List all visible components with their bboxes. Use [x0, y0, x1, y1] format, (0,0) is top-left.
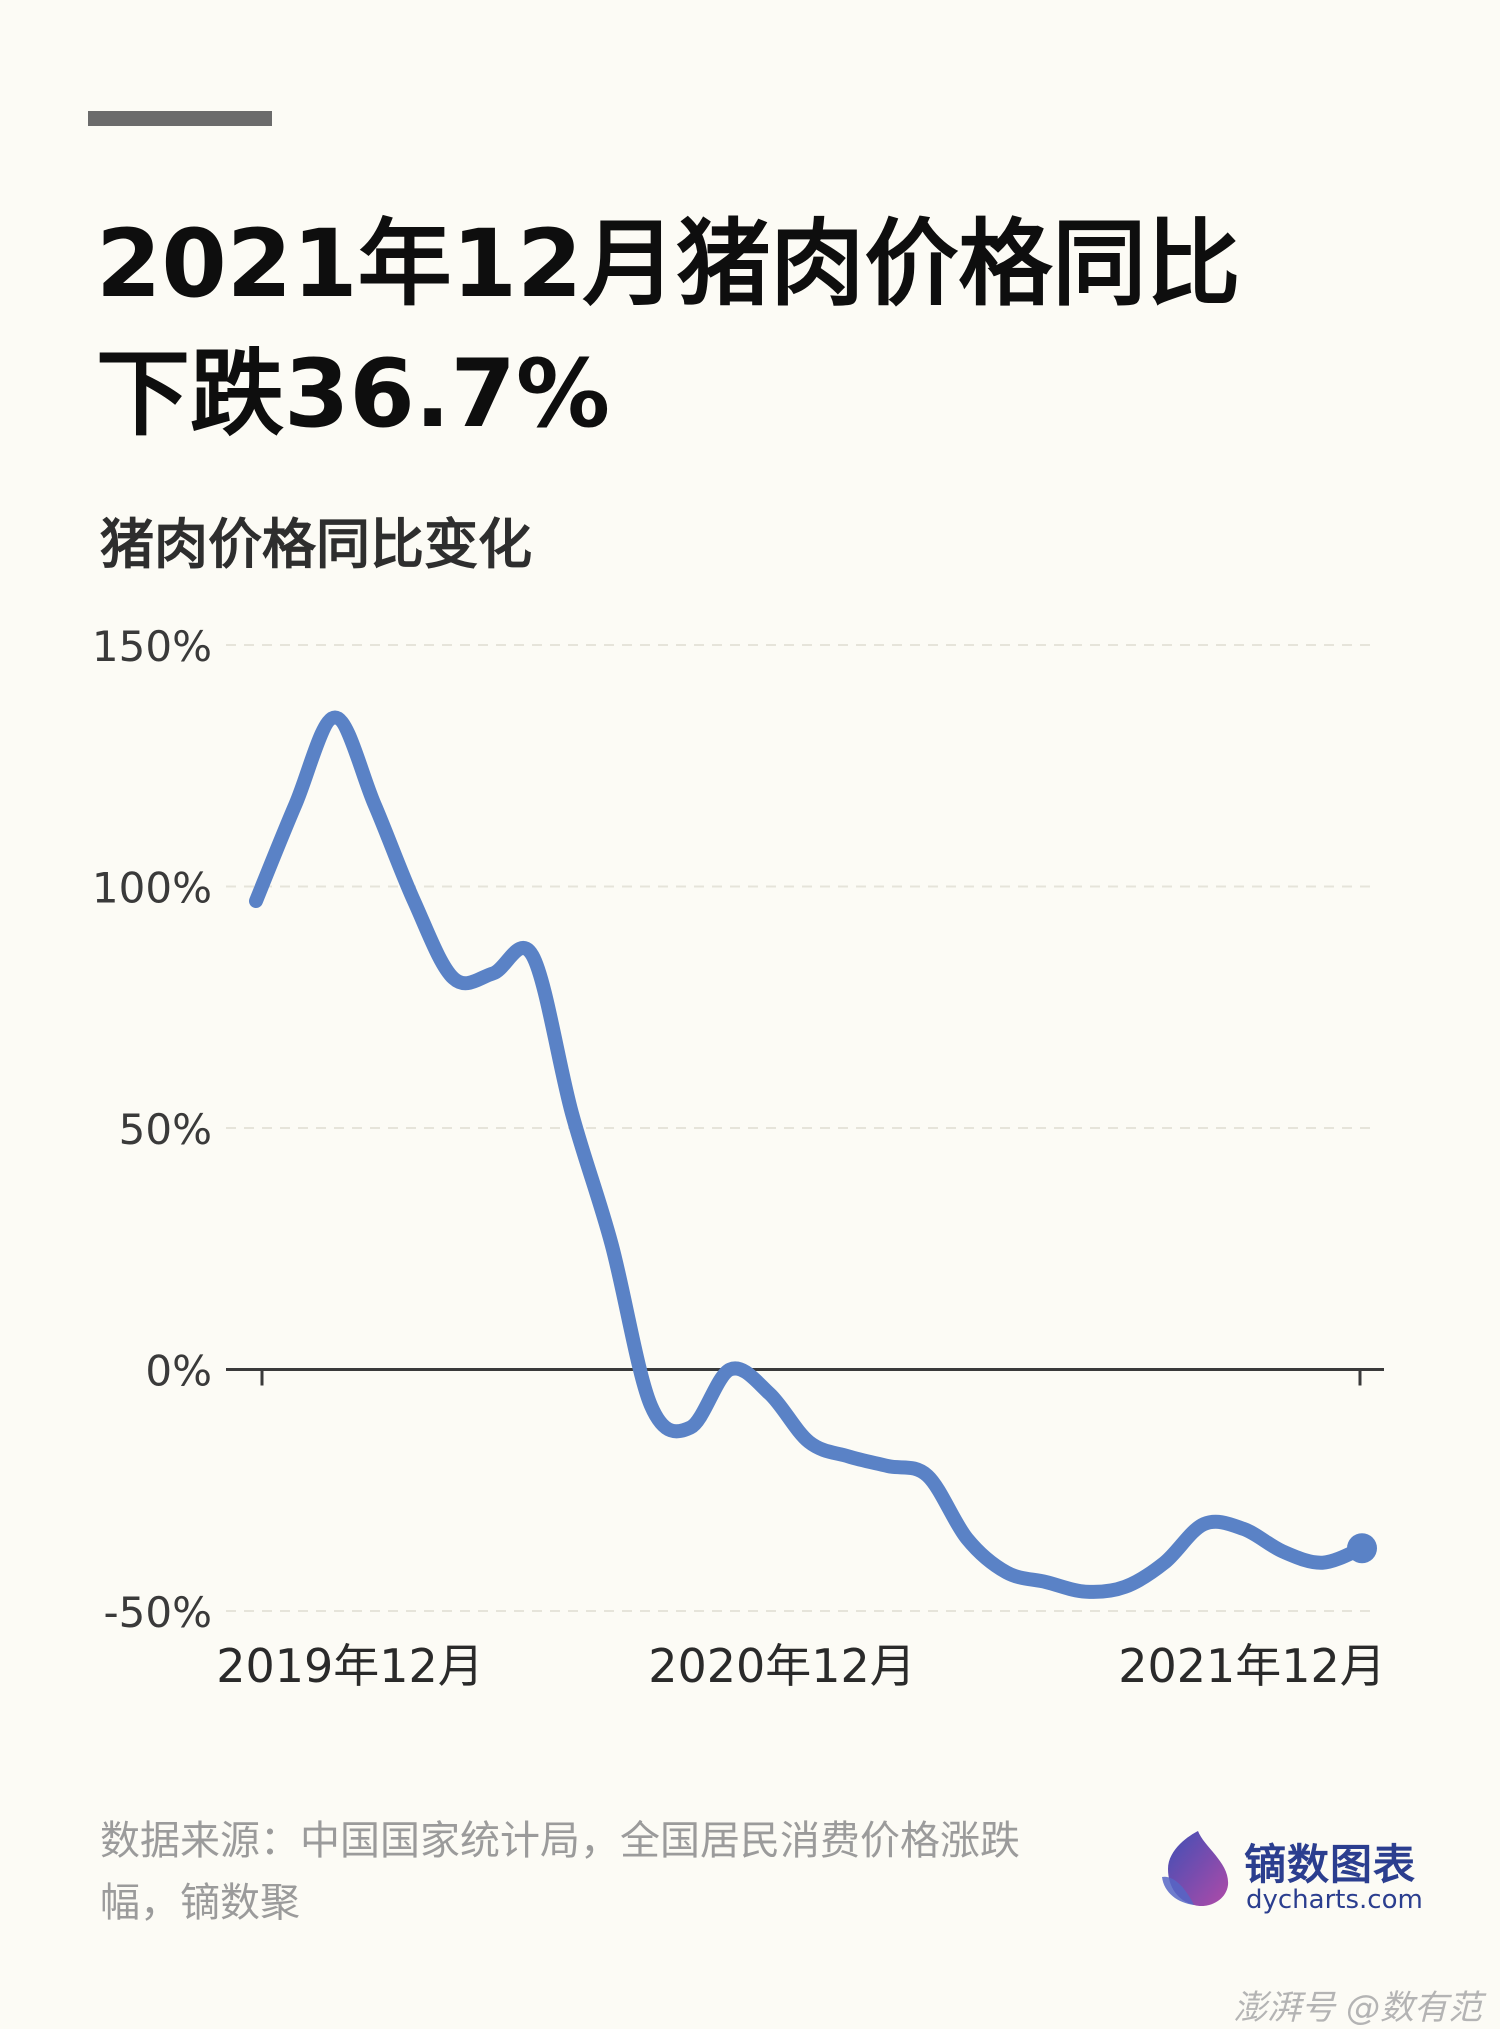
source-note: 数据来源：中国国家统计局，全国居民消费价格涨跌幅，镝数聚 — [100, 1818, 1020, 1926]
watermark: 澎湃号 @数有范 — [1233, 1988, 1482, 2028]
chart-subtitle: 猪肉价格同比变化 — [100, 513, 532, 576]
y-tick-label: 50% — [119, 1105, 212, 1154]
x-tick-label: 2021年12月 — [1118, 1639, 1386, 1693]
y-tick-label: 100% — [92, 864, 212, 913]
accent-bar — [88, 111, 272, 126]
brand-url: dycharts.com — [1246, 1885, 1423, 1915]
x-tick-label: 2019年12月 — [216, 1639, 484, 1693]
chart-title: 2021年12月猪肉价格同比 下跌36.7% — [96, 200, 1396, 460]
line-chart: 150% 100% 50% 0% -50%2019年12月 2020年12月 2021年12… — [92, 622, 1386, 1693]
brand: 镝数图表 dycharts.com — [1160, 1825, 1423, 1935]
title-line-1: 2021年12月猪肉价格同比 — [96, 210, 1241, 319]
brand-name: 镝数图表 — [1244, 1840, 1417, 1889]
x-tick-label: 2020年12月 — [648, 1639, 916, 1693]
title-line-2: 下跌36.7% — [96, 340, 611, 449]
series-line — [249, 710, 1369, 1599]
brand-logo-icon — [1162, 1831, 1229, 1907]
y-tick-label: -50% — [103, 1588, 212, 1637]
y-tick-label: 0% — [145, 1347, 212, 1396]
y-tick-label: 150% — [92, 622, 212, 671]
end-point-marker — [1347, 1533, 1377, 1564]
